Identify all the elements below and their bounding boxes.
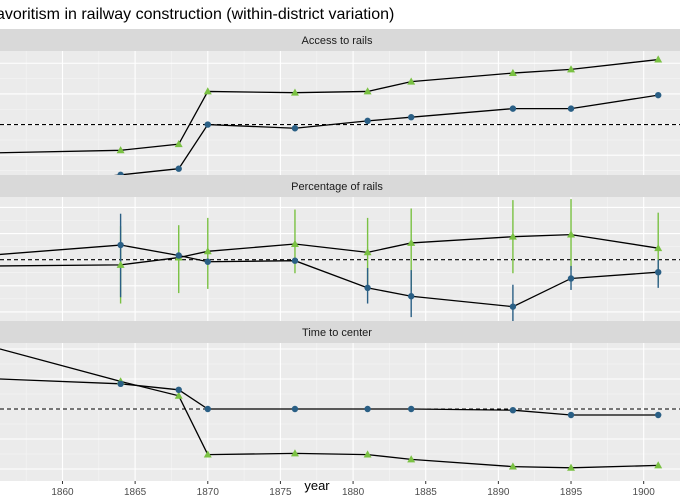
- facet-strip-label: Time to center: [302, 327, 372, 339]
- circle-point: [291, 125, 299, 132]
- triangle-point: [407, 455, 416, 463]
- triangle-point: [363, 87, 372, 95]
- circle-point: [175, 386, 182, 393]
- triangle-point: [363, 450, 372, 458]
- circle-point: [509, 303, 517, 310]
- x-axis-title: year: [304, 478, 330, 493]
- series-line-circle: [0, 94, 659, 189]
- triangle-point: [363, 248, 372, 256]
- circle-point: [204, 405, 211, 413]
- plot-area: [0, 348, 680, 471]
- series-line-triangle: [0, 58, 659, 154]
- circle-point: [407, 405, 415, 413]
- triangle-point: [508, 462, 517, 470]
- triangle-point: [116, 146, 125, 154]
- facet-strip: [0, 175, 680, 197]
- panel-background: [0, 197, 680, 338]
- triangle-point: [290, 239, 299, 247]
- plot-area: [0, 199, 680, 331]
- x-tick-label: 1865: [124, 487, 147, 498]
- triangle-point: [567, 230, 576, 238]
- circle-point: [567, 275, 575, 282]
- circle-point: [655, 91, 662, 99]
- circle-point: [291, 257, 299, 264]
- facet-panel: Percentage of rails: [0, 175, 680, 339]
- series-line-triangle: [0, 348, 659, 469]
- triangle-point: [407, 77, 416, 85]
- facet-strip: [0, 321, 680, 343]
- circle-point: [567, 105, 575, 112]
- x-tick-label: 1900: [633, 487, 656, 498]
- x-tick-label: 1860: [51, 487, 74, 498]
- x-tick-label: 1885: [415, 487, 438, 498]
- triangle-point: [290, 449, 299, 457]
- panel-background: [0, 51, 680, 192]
- x-tick-label: 1870: [197, 487, 220, 498]
- circle-point: [175, 252, 182, 259]
- triangle-point: [203, 450, 212, 458]
- circle-point: [364, 117, 371, 125]
- triangle-point: [508, 68, 517, 77]
- series-line-circle: [0, 378, 659, 416]
- facet-panel: Access to rails: [0, 29, 680, 192]
- facet-strip: [0, 29, 680, 51]
- triangle-point: [508, 232, 517, 240]
- circle-point: [117, 241, 124, 249]
- x-tick-label: 1895: [560, 487, 583, 498]
- x-tick-label: 1875: [269, 487, 292, 498]
- circle-point: [407, 114, 415, 121]
- circle-point: [204, 258, 211, 265]
- triangle-point: [174, 139, 183, 148]
- facet-strip-label: Percentage of rails: [291, 181, 383, 193]
- x-axis: 1860 1865 1870 1875 1880 1885 1890 1895 1900: [51, 481, 655, 498]
- triangle-point: [203, 87, 212, 95]
- circle-point: [204, 121, 211, 128]
- triangle-point: [203, 247, 212, 255]
- triangle-point: [290, 88, 299, 96]
- circle-point: [117, 380, 124, 387]
- triangle-point: [654, 243, 663, 252]
- triangle-point: [654, 461, 663, 469]
- circle-point: [364, 284, 371, 292]
- chart-title: avoritism in railway construction (withi…: [0, 6, 394, 23]
- x-tick-label: 1890: [487, 487, 510, 498]
- triangle-point: [567, 463, 576, 471]
- circle-point: [175, 165, 182, 172]
- circle-point: [509, 407, 517, 414]
- facet-panel: Time to center: [0, 321, 680, 481]
- circle-point: [655, 411, 662, 419]
- circle-point: [364, 405, 371, 413]
- triangle-point: [407, 238, 416, 246]
- facet-strip-label: Access to rails: [302, 35, 373, 47]
- panels-layer: Access to rails Percentage of rails Time t…: [0, 29, 680, 481]
- circle-point: [291, 405, 299, 413]
- triangle-point: [116, 260, 125, 268]
- triangle-point: [654, 55, 663, 63]
- panel-background: [0, 343, 680, 481]
- series-line-triangle: [0, 233, 659, 267]
- triangle-point: [174, 391, 183, 399]
- circle-point: [567, 411, 575, 419]
- plot-area: [0, 55, 680, 189]
- circle-point: [655, 269, 662, 276]
- series-line-circle: [0, 244, 659, 308]
- x-tick-label: 1880: [342, 487, 365, 498]
- triangle-point: [567, 65, 576, 73]
- circle-point: [407, 293, 415, 300]
- circle-point: [509, 105, 517, 112]
